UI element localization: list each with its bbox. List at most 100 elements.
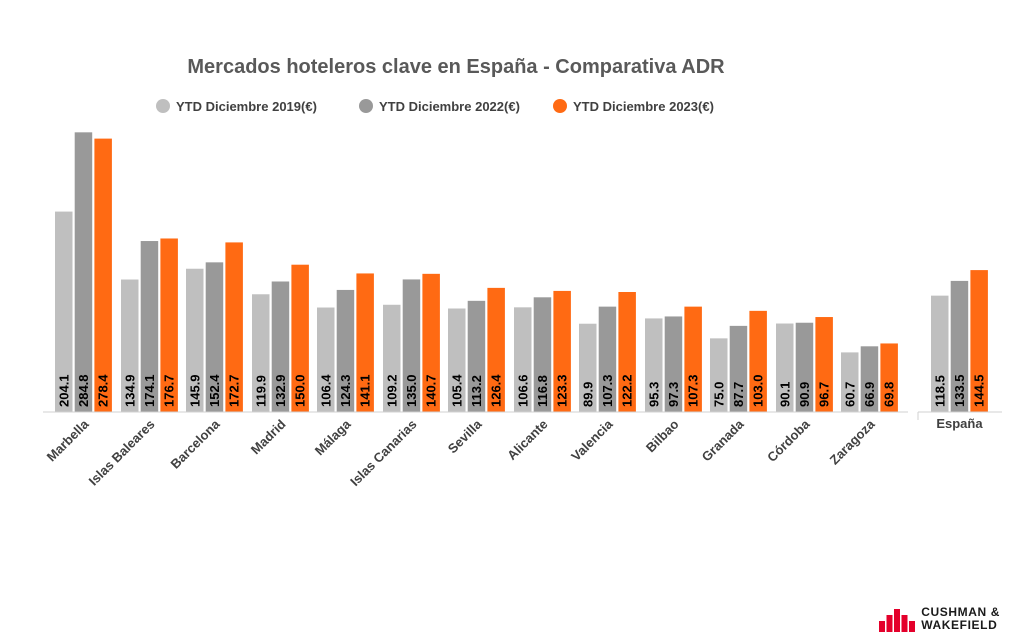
bar — [950, 280, 969, 412]
bar — [598, 306, 617, 412]
data-label: 106.4 — [318, 374, 333, 407]
category-label: Alicante — [504, 417, 550, 463]
data-label: 90.9 — [797, 382, 812, 407]
data-label: 174.1 — [142, 374, 157, 407]
data-label: 103.0 — [751, 374, 766, 407]
bar — [729, 325, 748, 412]
bar — [160, 238, 178, 412]
data-label: 89.9 — [580, 382, 595, 407]
data-label: 106.6 — [515, 374, 530, 407]
category-label: Madrid — [248, 416, 289, 457]
data-label: 135.0 — [404, 374, 419, 407]
legend-marker — [553, 99, 567, 113]
bar — [55, 211, 73, 412]
data-label: 133.5 — [952, 374, 967, 407]
data-label: 150.0 — [293, 374, 308, 407]
data-label: 119.9 — [253, 375, 268, 407]
category-label: Islas Baleares — [86, 417, 158, 489]
axes — [43, 411, 1002, 420]
data-label: 97.3 — [666, 382, 681, 407]
bar — [841, 352, 859, 412]
bar — [356, 273, 374, 412]
data-label: 176.7 — [162, 374, 177, 407]
bar — [121, 279, 139, 412]
category-label: Bilbao — [643, 416, 682, 455]
bar — [664, 316, 683, 412]
bar — [140, 241, 159, 412]
data-label: 278.4 — [96, 374, 111, 407]
bar — [467, 300, 486, 412]
bar — [74, 132, 93, 412]
bar — [579, 323, 597, 412]
data-label: 116.8 — [535, 375, 550, 407]
brand-name-line1: CUSHMAN & — [921, 605, 1000, 619]
bar — [815, 317, 833, 412]
brand-name-line2: WAKEFIELD — [921, 618, 998, 632]
category-label: Sevilla — [445, 416, 485, 456]
bars — [55, 132, 988, 412]
bar — [553, 290, 571, 412]
data-label: 109.2 — [384, 374, 399, 407]
bar — [94, 138, 112, 412]
data-label: 118.5 — [932, 375, 947, 407]
data-label: 132.9 — [273, 374, 288, 407]
legend-label: YTD Diciembre 2019(€) — [176, 99, 317, 114]
category-label: Valencia — [568, 416, 616, 464]
category-label: Marbella — [44, 416, 92, 464]
bar — [271, 281, 290, 412]
data-label: 105.4 — [449, 374, 464, 407]
data-label: 134.9 — [122, 374, 137, 407]
data-label: 107.3 — [600, 374, 615, 407]
data-label: 145.9 — [187, 374, 202, 407]
brand-name: CUSHMAN & WAKEFIELD — [921, 606, 1000, 632]
bar — [645, 318, 663, 412]
data-label: 204.1 — [56, 374, 71, 407]
bar — [776, 323, 794, 412]
category-label: España — [936, 416, 983, 431]
bar — [291, 264, 309, 412]
data-label: 144.5 — [972, 374, 987, 407]
bar — [684, 306, 702, 412]
category-label: Barcelona — [168, 416, 224, 472]
bar — [931, 295, 949, 412]
bar — [487, 287, 505, 412]
data-label: 284.8 — [76, 374, 91, 407]
data-label: 60.7 — [842, 382, 857, 407]
bar — [514, 307, 532, 412]
value-labels: 204.1 284.8 278.4 134.9 174.1 176.7 145.9 152.4… — [56, 374, 986, 407]
bar — [205, 262, 224, 412]
bar — [795, 322, 814, 412]
data-label: 69.8 — [882, 382, 897, 407]
data-label: 141.1 — [358, 374, 373, 407]
legend-label: YTD Diciembre 2023(€) — [573, 99, 714, 114]
legend-marker — [156, 99, 170, 113]
data-label: 126.4 — [489, 374, 504, 407]
data-label: 96.7 — [817, 382, 832, 407]
category-label: Zaragoza — [827, 416, 879, 468]
bar — [422, 273, 440, 412]
data-label: 113.2 — [469, 375, 484, 407]
data-label: 152.4 — [207, 374, 222, 407]
category-label: Islas Canarias — [347, 417, 419, 489]
data-label: 75.0 — [711, 382, 726, 407]
data-label: 122.2 — [620, 374, 635, 407]
bar — [383, 304, 401, 412]
bar — [336, 289, 355, 412]
data-label: 172.7 — [227, 374, 242, 407]
bar — [317, 307, 335, 412]
bar — [860, 346, 879, 412]
bar — [252, 294, 270, 412]
data-label: 66.9 — [862, 382, 877, 407]
bar — [970, 270, 988, 412]
bar — [710, 338, 728, 412]
data-label: 140.7 — [424, 374, 439, 407]
data-label: 123.3 — [555, 374, 570, 407]
bar — [618, 291, 636, 412]
brand-logo: CUSHMAN & WAKEFIELD — [879, 606, 1000, 632]
data-label: 90.1 — [777, 382, 792, 407]
data-label: 124.3 — [338, 374, 353, 407]
chart-title: Mercados hoteleros clave en España - Com… — [187, 56, 725, 78]
legend: YTD Diciembre 2019(€) YTD Diciembre 2022(… — [156, 99, 714, 114]
